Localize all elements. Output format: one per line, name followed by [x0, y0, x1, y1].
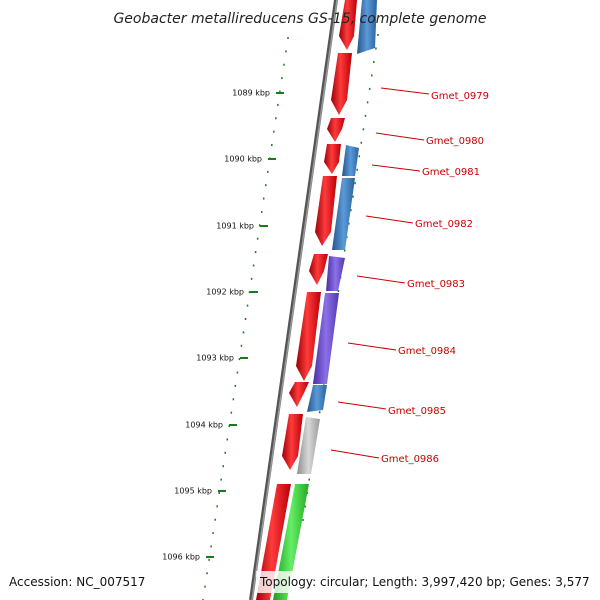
- map-title: Geobacter metallireducens GS-15, complet…: [113, 11, 486, 27]
- gene-arrow-forward: [331, 53, 352, 115]
- kbp-label: 1095 kbp: [174, 487, 212, 496]
- gene-arrow-forward: [327, 118, 345, 142]
- accession-text: Accession: NC_007517: [9, 575, 145, 589]
- gene-arrow-forward: [309, 254, 328, 285]
- gene-arrow-forward: [289, 382, 309, 407]
- kbp-label: 1096 kbp: [162, 553, 200, 562]
- gene-bar-purple: [313, 293, 339, 384]
- gene-label[interactable]: Gmet_0984: [398, 346, 456, 357]
- kbp-label: 1094 kbp: [185, 421, 223, 430]
- gene-arrow-forward: [339, 0, 357, 50]
- gene-bar-purple: [326, 256, 345, 291]
- gene-leader-lines: [330, 87, 430, 459]
- kbp-label: 1090 kbp: [224, 155, 262, 164]
- gene-bar-blue: [307, 385, 327, 412]
- gene-bar-blue: [357, 0, 377, 54]
- footer: Accession: NC_007517 Topology: circular;…: [9, 571, 596, 593]
- gene-arrow-forward: [324, 144, 341, 174]
- forward-strand-genes: [256, 0, 357, 600]
- gene-label[interactable]: Gmet_0980: [426, 136, 484, 147]
- gene-bar-blue: [332, 178, 355, 250]
- gene-label[interactable]: Gmet_0982: [415, 219, 473, 230]
- gene-labels: Gmet_0979 Gmet_0980 Gmet_0981 Gmet_0982 …: [381, 91, 489, 465]
- gene-arrow-forward: [296, 292, 321, 381]
- gene-label[interactable]: Gmet_0985: [388, 406, 446, 417]
- kbp-label: 1091 kbp: [216, 222, 254, 231]
- gene-arrow-forward: [315, 176, 337, 246]
- kbp-label: 1089 kbp: [232, 89, 270, 98]
- gene-label[interactable]: Gmet_0981: [422, 167, 480, 178]
- kbp-label: 1092 kbp: [206, 288, 244, 297]
- gene-label[interactable]: Gmet_0983: [407, 279, 465, 290]
- gene-bar-blue: [342, 145, 359, 176]
- topology-background: [256, 571, 596, 593]
- kbp-axis: 1089 kbp 1090 kbp 1091 kbp 1092 kbp 1093…: [162, 89, 284, 562]
- gene-bar-grey: [297, 417, 320, 474]
- gene-arrow-forward: [282, 414, 303, 470]
- gene-label[interactable]: Gmet_0986: [381, 454, 439, 465]
- kbp-label: 1093 kbp: [196, 354, 234, 363]
- topology-text: Topology: circular; Length: 3,997,420 bp…: [259, 575, 590, 589]
- dotted-tick-line-left: [202, 37, 289, 600]
- gene-label[interactable]: Gmet_0979: [431, 91, 489, 102]
- genome-backbone: [249, 0, 338, 600]
